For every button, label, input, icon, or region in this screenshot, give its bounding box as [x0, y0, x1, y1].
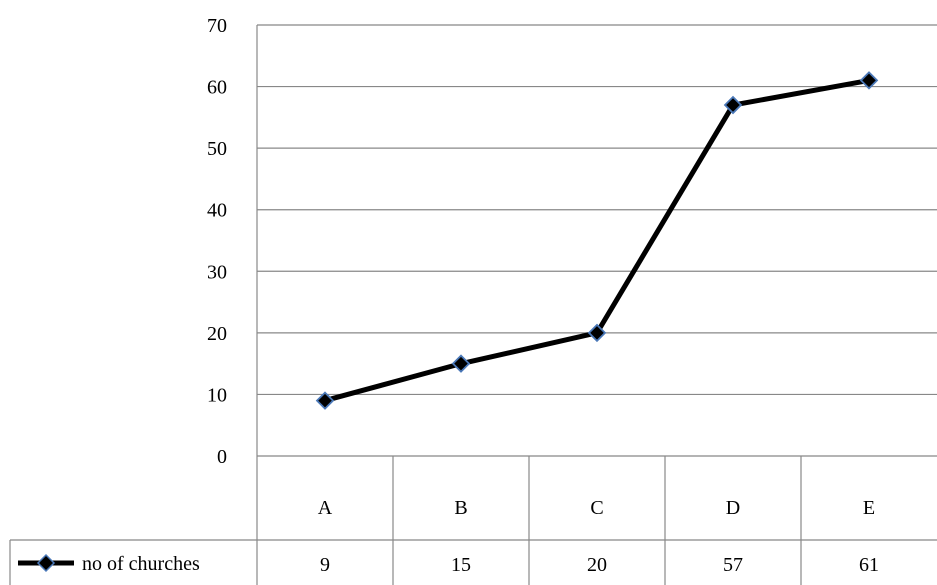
- y-gridlines: [256, 24, 937, 585]
- y-tick-label: 30: [207, 261, 227, 283]
- table-value-cell: 9: [320, 554, 330, 576]
- legend-key: [18, 553, 74, 573]
- table-value-cell: 57: [723, 554, 743, 576]
- table-value-cell: 20: [587, 554, 607, 576]
- y-tick-label: 70: [207, 15, 227, 37]
- table-value-cell: 15: [451, 554, 471, 576]
- y-tick-label: 40: [207, 200, 227, 222]
- x-category-label: D: [726, 497, 740, 519]
- legend-diamond-marker: [36, 553, 56, 573]
- data-point-D: [723, 95, 743, 115]
- y-tick-label: 60: [207, 77, 227, 99]
- series-no-of-churches: [315, 71, 879, 410]
- data-point-E: [859, 71, 879, 90]
- table-value-cell: 61: [859, 554, 879, 576]
- legend-label: no of churches: [82, 553, 200, 575]
- data-point-A: [315, 391, 335, 410]
- x-category-label: C: [590, 497, 603, 519]
- y-tick-label: 20: [207, 323, 227, 345]
- series-line: [322, 77, 872, 404]
- y-tick-label: 50: [207, 138, 227, 160]
- data-point-C: [587, 323, 607, 343]
- y-axis-ticks: 0 10 20 30 40 50 60 70: [207, 15, 227, 468]
- x-category-label: A: [318, 497, 333, 519]
- y-tick-label: 10: [207, 384, 227, 406]
- x-category-label: B: [454, 497, 467, 519]
- x-category-label: E: [863, 497, 875, 519]
- data-point-B: [451, 354, 471, 373]
- y-tick-label: 0: [217, 446, 227, 468]
- data-table: A B C D E 9 15 20 57 61 no of churches: [9, 455, 937, 585]
